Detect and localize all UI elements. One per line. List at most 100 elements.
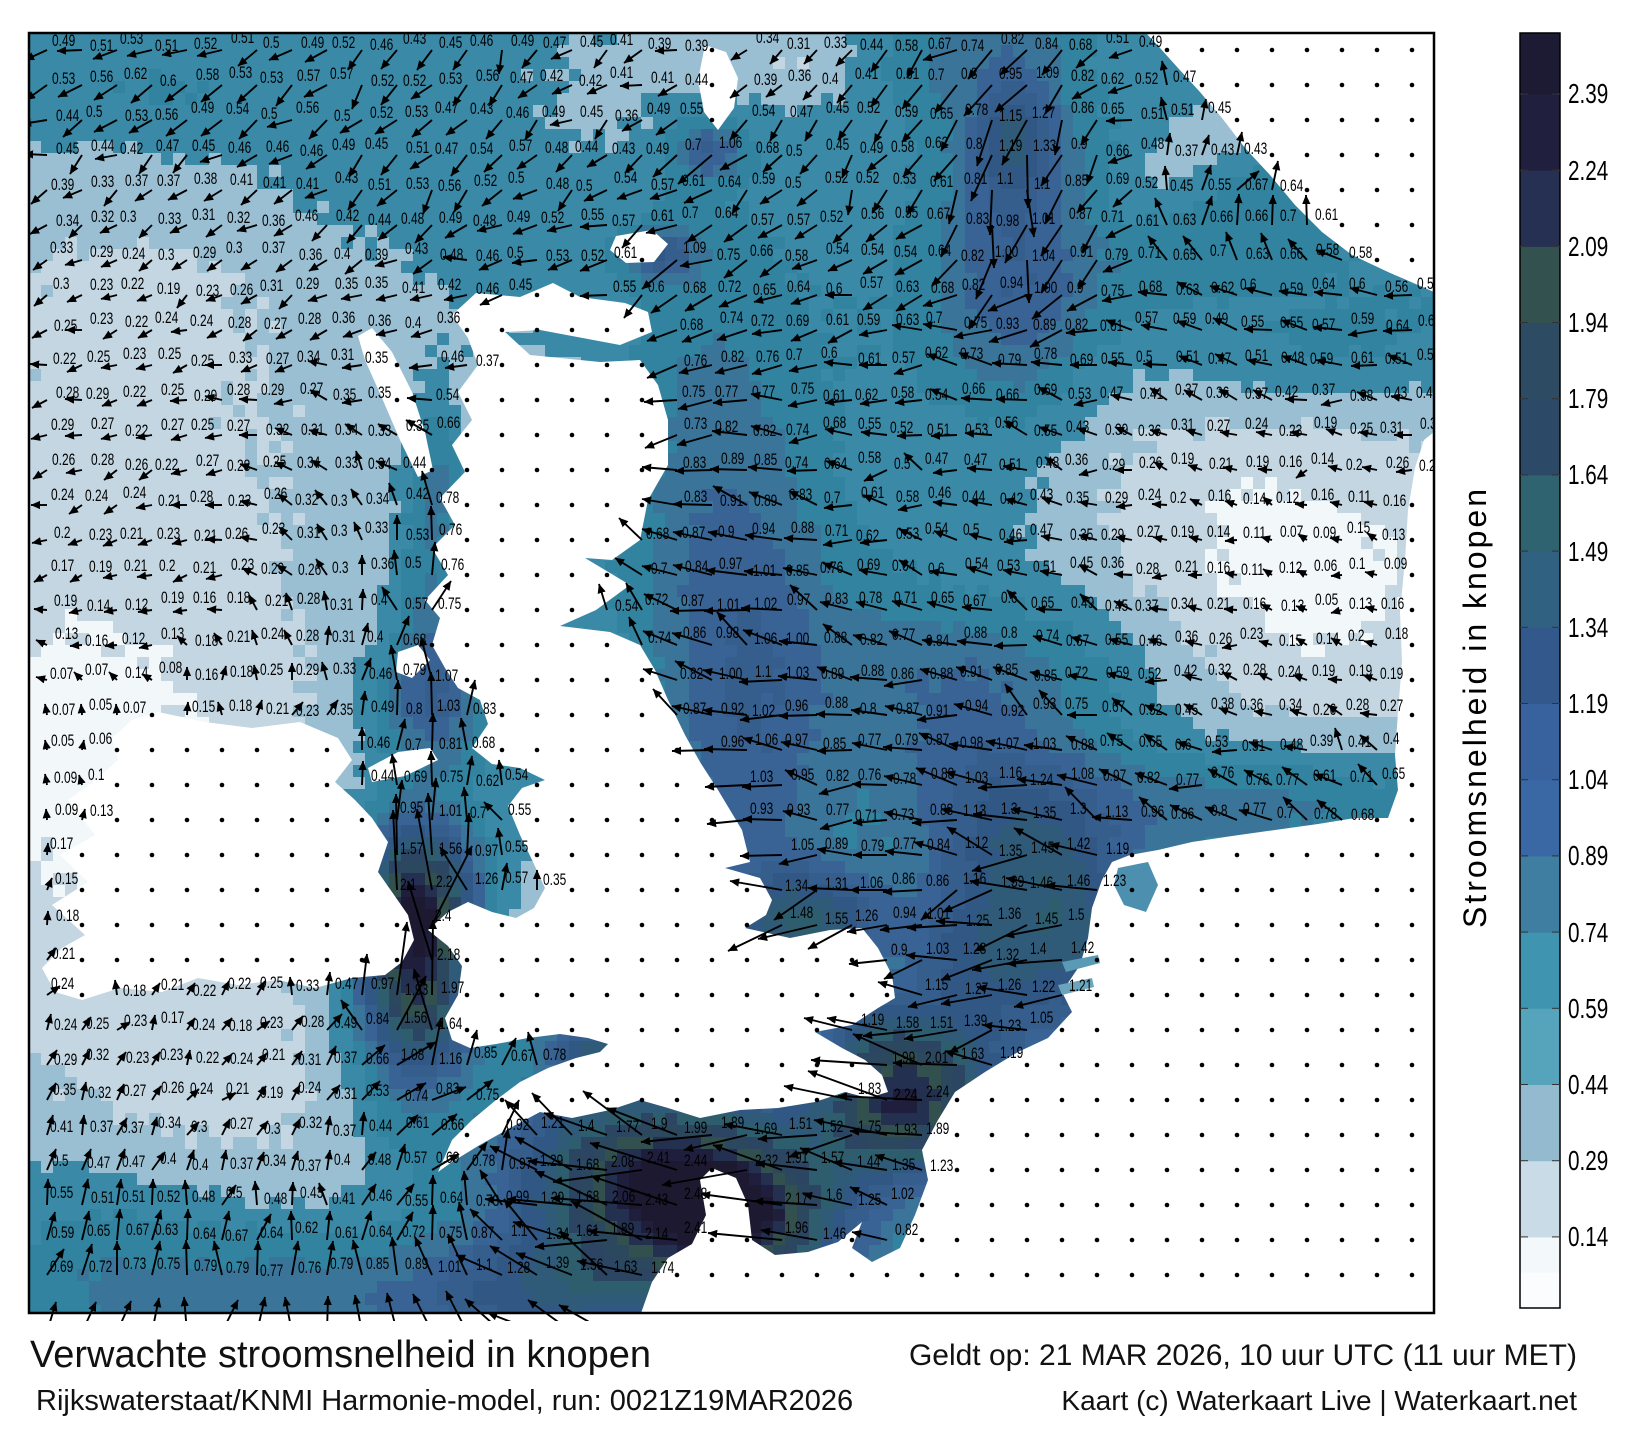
svg-text:0.43: 0.43 xyxy=(1211,140,1234,159)
svg-text:0.74: 0.74 xyxy=(785,453,808,472)
svg-text:0.46: 0.46 xyxy=(228,138,251,157)
svg-text:0.53: 0.53 xyxy=(406,174,429,193)
svg-text:0.59: 0.59 xyxy=(1310,349,1333,368)
svg-text:0.36: 0.36 xyxy=(368,311,391,330)
svg-text:1.1: 1.1 xyxy=(997,169,1014,188)
svg-text:0.51: 0.51 xyxy=(155,36,178,55)
svg-text:0.66: 0.66 xyxy=(750,241,773,260)
svg-text:0.58: 0.58 xyxy=(896,487,919,506)
svg-text:0.21: 0.21 xyxy=(1209,454,1232,473)
svg-text:0.24: 0.24 xyxy=(155,308,178,327)
svg-text:0.22: 0.22 xyxy=(125,421,148,440)
svg-text:0.43: 0.43 xyxy=(1384,383,1407,402)
svg-text:0.75: 0.75 xyxy=(791,379,814,398)
svg-text:0.82: 0.82 xyxy=(961,246,984,265)
svg-text:0.39: 0.39 xyxy=(365,245,388,264)
svg-text:0.54: 0.54 xyxy=(226,99,249,118)
svg-text:0.77: 0.77 xyxy=(715,382,738,401)
svg-text:0.44: 0.44 xyxy=(575,137,598,156)
svg-text:0.61: 0.61 xyxy=(1351,348,1374,367)
svg-text:0.46: 0.46 xyxy=(476,279,499,298)
svg-text:0.23: 0.23 xyxy=(90,309,113,328)
svg-text:0.5: 0.5 xyxy=(1136,347,1153,366)
svg-text:0.29: 0.29 xyxy=(90,242,113,261)
svg-text:0.31: 0.31 xyxy=(1171,415,1194,434)
svg-text:0.33: 0.33 xyxy=(50,238,73,257)
svg-text:0.25: 0.25 xyxy=(161,380,184,399)
svg-text:0.37: 0.37 xyxy=(1312,380,1335,399)
svg-text:0.22: 0.22 xyxy=(121,274,144,293)
svg-text:0.84: 0.84 xyxy=(1035,34,1058,53)
svg-text:0.33: 0.33 xyxy=(365,518,388,537)
svg-text:0.9: 0.9 xyxy=(1071,134,1088,153)
svg-text:0.44: 0.44 xyxy=(685,70,708,89)
svg-text:0.66: 0.66 xyxy=(1106,141,1129,160)
svg-text:1.33: 1.33 xyxy=(1033,136,1056,155)
svg-text:0.62: 0.62 xyxy=(855,385,878,404)
svg-text:0.31: 0.31 xyxy=(260,276,283,295)
svg-text:0.28: 0.28 xyxy=(91,450,114,469)
svg-text:0.34: 0.34 xyxy=(366,489,389,508)
svg-text:0.67: 0.67 xyxy=(1245,175,1268,194)
svg-text:0.42: 0.42 xyxy=(579,71,602,90)
svg-text:0.32: 0.32 xyxy=(266,420,289,439)
svg-text:0.7: 0.7 xyxy=(926,308,943,327)
svg-text:0.26: 0.26 xyxy=(225,524,248,543)
svg-text:0.28: 0.28 xyxy=(56,383,79,402)
svg-text:0.23: 0.23 xyxy=(89,525,112,544)
svg-text:0.52: 0.52 xyxy=(820,207,843,226)
svg-text:0.22: 0.22 xyxy=(53,349,76,368)
svg-text:0.35: 0.35 xyxy=(335,274,358,293)
svg-text:0.52: 0.52 xyxy=(541,208,564,227)
svg-text:0.32: 0.32 xyxy=(227,208,250,227)
svg-text:0.75: 0.75 xyxy=(717,245,740,264)
svg-text:0.42: 0.42 xyxy=(406,484,429,503)
svg-text:0.37: 0.37 xyxy=(1175,380,1198,399)
svg-text:0.31: 0.31 xyxy=(1380,418,1403,437)
svg-text:0.53: 0.53 xyxy=(1068,384,1091,403)
svg-text:0.64: 0.64 xyxy=(1312,274,1335,293)
svg-text:0.24: 0.24 xyxy=(1138,485,1161,504)
svg-text:0.57: 0.57 xyxy=(1135,308,1158,327)
svg-text:0.24: 0.24 xyxy=(123,483,146,502)
svg-text:0.38: 0.38 xyxy=(1350,386,1373,405)
svg-text:0.35: 0.35 xyxy=(333,385,356,404)
svg-text:0.55: 0.55 xyxy=(1101,349,1124,368)
svg-text:0.42: 0.42 xyxy=(540,66,563,85)
svg-text:0.28: 0.28 xyxy=(228,313,251,332)
svg-text:0.48: 0.48 xyxy=(1141,134,1164,153)
svg-text:0.55: 0.55 xyxy=(581,205,604,224)
svg-text:0.43: 0.43 xyxy=(612,139,635,158)
svg-text:0.57: 0.57 xyxy=(651,175,674,194)
svg-text:0.51: 0.51 xyxy=(927,420,950,439)
svg-text:1.01: 1.01 xyxy=(1032,209,1055,228)
svg-text:0.23: 0.23 xyxy=(157,524,180,543)
svg-text:0.5: 0.5 xyxy=(894,454,911,473)
svg-text:0.45: 0.45 xyxy=(509,275,532,294)
svg-text:1.09: 1.09 xyxy=(1036,63,1059,82)
svg-text:0.62: 0.62 xyxy=(1101,69,1124,88)
svg-text:0.47: 0.47 xyxy=(435,139,458,158)
svg-text:0.89: 0.89 xyxy=(1033,315,1056,334)
svg-text:0.19: 0.19 xyxy=(1171,449,1194,468)
svg-text:0.52: 0.52 xyxy=(856,168,879,187)
svg-text:0.67: 0.67 xyxy=(928,34,951,53)
svg-text:1.09: 1.09 xyxy=(683,238,706,257)
svg-text:0.58: 0.58 xyxy=(895,36,918,55)
svg-text:0.34: 0.34 xyxy=(335,420,358,439)
svg-text:0.58: 0.58 xyxy=(891,383,914,402)
svg-text:0.79: 0.79 xyxy=(998,350,1021,369)
svg-text:0.56: 0.56 xyxy=(90,67,113,86)
svg-text:0.25: 0.25 xyxy=(263,452,286,471)
svg-text:0.61: 0.61 xyxy=(1315,205,1338,224)
svg-text:0.66: 0.66 xyxy=(1280,244,1303,263)
svg-text:0.28: 0.28 xyxy=(227,380,250,399)
svg-text:0.7: 0.7 xyxy=(1210,241,1227,260)
svg-text:0.43: 0.43 xyxy=(1030,485,1053,504)
svg-text:0.44: 0.44 xyxy=(860,35,883,54)
svg-text:0.65: 0.65 xyxy=(930,104,953,123)
svg-text:0.25: 0.25 xyxy=(54,316,77,335)
svg-text:0.58: 0.58 xyxy=(785,246,808,265)
svg-text:0.81: 0.81 xyxy=(964,169,987,188)
svg-text:0.49: 0.49 xyxy=(507,207,530,226)
